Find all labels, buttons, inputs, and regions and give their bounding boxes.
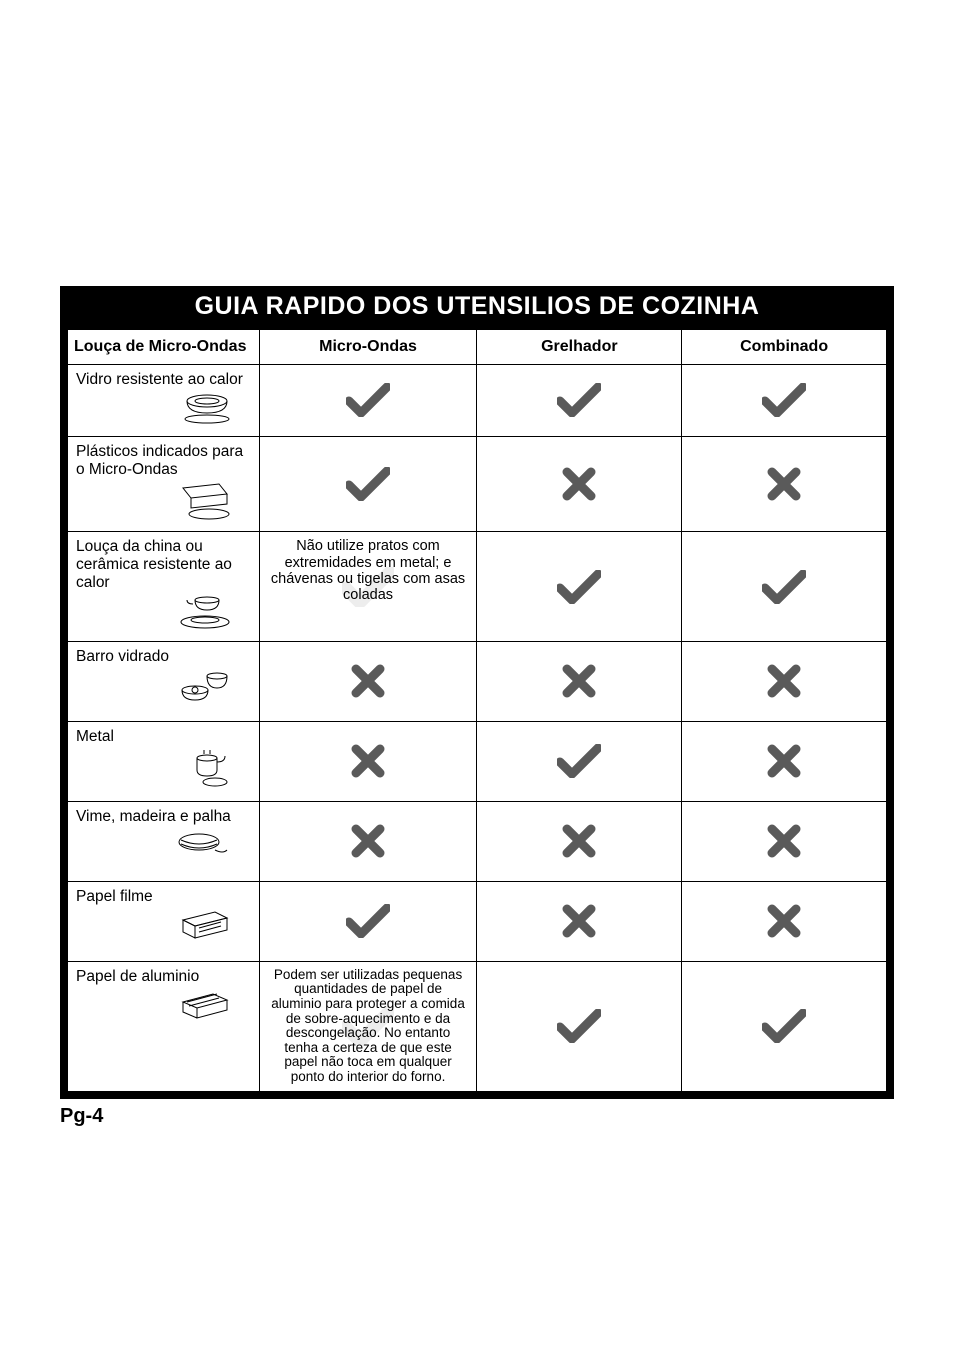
cross-icon	[351, 824, 385, 858]
utensils-table: Louça de Micro-Ondas Micro-Ondas Grelhad…	[67, 329, 887, 1092]
table-container: GUIA RAPIDO DOS UTENSILIOS DE COZINHA Lo…	[60, 286, 894, 1099]
check-icon	[762, 570, 806, 604]
check-icon	[762, 383, 806, 417]
wicker-icon	[177, 828, 233, 858]
mark-cell	[682, 801, 887, 881]
cross-icon	[767, 744, 801, 778]
mark-cell	[477, 881, 682, 961]
cross-icon	[351, 744, 385, 778]
cross-icon	[562, 824, 596, 858]
mark-cell	[259, 721, 477, 801]
note-mark-cell: Podem ser utilizadas pequenas quantidade…	[259, 961, 477, 1091]
check-icon	[346, 383, 390, 417]
pottery-icon	[177, 668, 233, 704]
mark-cell	[477, 721, 682, 801]
mark-cell	[682, 721, 887, 801]
table-row: Papel filme	[68, 881, 887, 961]
row-label-cell: Plásticos indicados para o Micro-Ondas	[68, 436, 260, 532]
mark-cell	[259, 881, 477, 961]
mark-cell	[259, 801, 477, 881]
cross-icon	[767, 824, 801, 858]
mark-cell	[477, 961, 682, 1091]
mark-cell	[682, 641, 887, 721]
row-label-cell: Papel filme	[68, 881, 260, 961]
table-row: Metal	[68, 721, 887, 801]
check-icon	[557, 1009, 601, 1043]
plastic-container-icon	[177, 480, 233, 520]
check-icon	[346, 467, 390, 501]
note-text: Não utilize pratos com extremidades em m…	[268, 538, 469, 603]
china-dish-icon	[177, 594, 233, 630]
mark-cell	[477, 365, 682, 437]
cross-icon	[767, 904, 801, 938]
row-label: Vime, madeira e palha	[76, 808, 251, 826]
check-icon	[557, 744, 601, 778]
row-label: Plásticos indicados para o Micro-Ondas	[76, 443, 251, 479]
check-icon	[557, 383, 601, 417]
row-label: Papel filme	[76, 888, 251, 906]
row-label: Papel de aluminio	[76, 968, 251, 986]
check-icon	[557, 570, 601, 604]
row-label-cell: Metal	[68, 721, 260, 801]
mark-cell	[259, 365, 477, 437]
note-mark-cell: Não utilize pratos com extremidades em m…	[259, 532, 477, 641]
table-row: Barro vidrado	[68, 641, 887, 721]
foil-icon	[177, 988, 233, 1024]
row-label: Barro vidrado	[76, 648, 251, 666]
col-header-3: Combinado	[682, 330, 887, 365]
row-label-cell: Papel de aluminio	[68, 961, 260, 1091]
cross-icon	[562, 904, 596, 938]
table-row: Papel de aluminio Podem ser utilizadas pe…	[68, 961, 887, 1091]
mark-cell	[682, 881, 887, 961]
mark-cell	[259, 436, 477, 532]
note-text: Podem ser utilizadas pequenas quantidade…	[268, 968, 469, 1085]
col-header-2: Grelhador	[477, 330, 682, 365]
mark-cell	[477, 532, 682, 641]
mark-cell	[259, 641, 477, 721]
mark-cell	[682, 532, 887, 641]
row-label-cell: Vidro resistente ao calor	[68, 365, 260, 437]
row-label-cell: Barro vidrado	[68, 641, 260, 721]
table-row: Plásticos indicados para o Micro-Ondas	[68, 436, 887, 532]
mark-cell	[682, 365, 887, 437]
row-label-cell: Louça da china ou cerâmica resistente ao…	[68, 532, 260, 641]
table-row: Vidro resistente ao calor	[68, 365, 887, 437]
cross-icon	[767, 664, 801, 698]
check-icon	[346, 904, 390, 938]
row-label: Louça da china ou cerâmica resistente ao…	[76, 538, 251, 591]
row-label-cell: Vime, madeira e palha	[68, 801, 260, 881]
table-row: Louça da china ou cerâmica resistente ao…	[68, 532, 887, 641]
cross-icon	[351, 664, 385, 698]
check-icon	[762, 1009, 806, 1043]
page: GUIA RAPIDO DOS UTENSILIOS DE COZINHA Lo…	[0, 0, 954, 1188]
page-number: Pg-4	[60, 1105, 894, 1128]
col-header-0: Louça de Micro-Ondas	[68, 330, 260, 365]
mark-cell	[477, 801, 682, 881]
row-label: Metal	[76, 728, 251, 746]
col-header-1: Micro-Ondas	[259, 330, 477, 365]
cross-icon	[562, 467, 596, 501]
cross-icon	[562, 664, 596, 698]
table-header-row: Louça de Micro-Ondas Micro-Ondas Grelhad…	[68, 330, 887, 365]
metal-pot-icon	[185, 748, 233, 788]
film-roll-icon	[177, 908, 233, 944]
mark-cell	[682, 436, 887, 532]
cross-icon	[767, 467, 801, 501]
table-title: GUIA RAPIDO DOS UTENSILIOS DE COZINHA	[67, 286, 887, 329]
glass-dish-icon	[181, 391, 233, 425]
mark-cell	[682, 961, 887, 1091]
table-row: Vime, madeira e palha	[68, 801, 887, 881]
mark-cell	[477, 436, 682, 532]
row-label: Vidro resistente ao calor	[76, 371, 251, 389]
mark-cell	[477, 641, 682, 721]
